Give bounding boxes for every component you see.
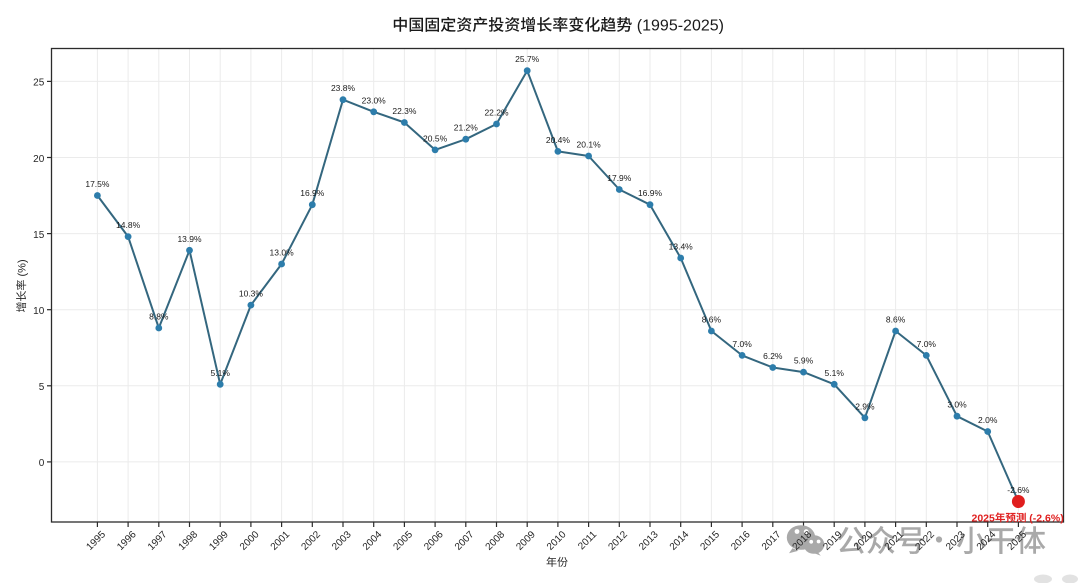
svg-text:7.0%: 7.0% (917, 339, 937, 349)
svg-text:8.6%: 8.6% (702, 315, 722, 325)
svg-text:25.7%: 25.7% (515, 54, 540, 64)
svg-text:22.3%: 22.3% (392, 106, 417, 116)
svg-text:16.9%: 16.9% (638, 188, 663, 198)
svg-text:10: 10 (33, 306, 45, 317)
svg-text:(%): (%) (16, 259, 28, 276)
svg-text:8.8%: 8.8% (149, 312, 169, 322)
svg-text:2025: 2025 (972, 512, 996, 524)
svg-text:14.8%: 14.8% (116, 220, 141, 230)
svg-text:8.6%: 8.6% (886, 315, 906, 325)
svg-text:0: 0 (39, 458, 45, 469)
svg-text:22.2%: 22.2% (484, 108, 509, 118)
svg-text:20.4%: 20.4% (546, 135, 571, 145)
svg-text:13.9%: 13.9% (177, 234, 202, 244)
svg-text:20.5%: 20.5% (423, 133, 448, 143)
svg-text:3.0%: 3.0% (947, 400, 967, 410)
svg-text:20.1%: 20.1% (577, 140, 602, 150)
svg-text:2.9%: 2.9% (855, 401, 875, 411)
svg-text:10.3%: 10.3% (239, 289, 264, 299)
svg-text:21.2%: 21.2% (454, 123, 479, 133)
svg-text:17.9%: 17.9% (607, 173, 632, 183)
svg-text:20: 20 (33, 154, 45, 165)
svg-text:7.0%: 7.0% (732, 339, 752, 349)
svg-text:23.8%: 23.8% (331, 83, 356, 93)
svg-text:25: 25 (33, 78, 45, 89)
svg-text:15: 15 (33, 230, 45, 241)
svg-text:13.0%: 13.0% (270, 248, 295, 258)
svg-text:2.0%: 2.0% (978, 415, 998, 425)
svg-text:5.1%: 5.1% (825, 368, 845, 378)
svg-text:5.1%: 5.1% (211, 368, 231, 378)
svg-text:5: 5 (39, 382, 45, 393)
svg-text:-2.6%: -2.6% (1007, 485, 1030, 495)
svg-text:(1995-2025): (1995-2025) (637, 18, 724, 35)
svg-text:5.9%: 5.9% (794, 356, 814, 366)
svg-text:23.0%: 23.0% (362, 95, 387, 105)
svg-text:(-2.6%): (-2.6%) (1029, 512, 1063, 524)
svg-text:13.4%: 13.4% (669, 242, 694, 252)
svg-text:17.5%: 17.5% (85, 179, 110, 189)
svg-text:6.2%: 6.2% (763, 351, 783, 361)
svg-text:16.9%: 16.9% (300, 188, 325, 198)
